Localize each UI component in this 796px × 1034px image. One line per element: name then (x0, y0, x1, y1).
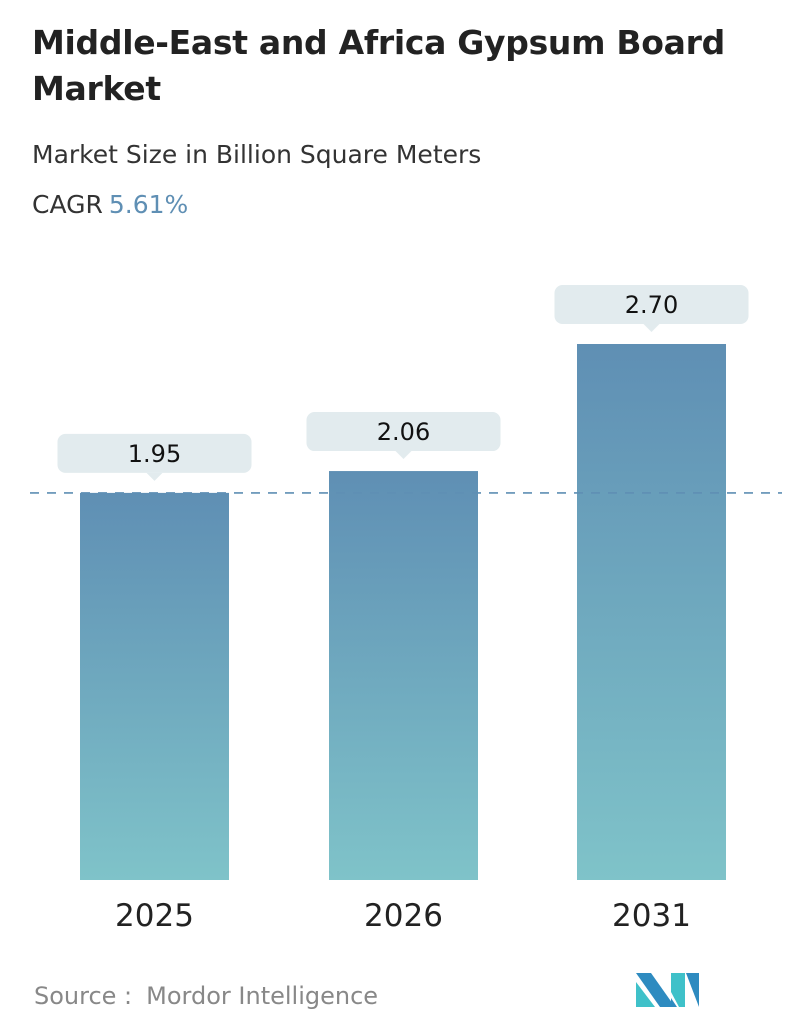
data-label-bubble (306, 412, 501, 452)
x-tick-label: 2025 (115, 898, 194, 934)
cagr-label: CAGR (32, 190, 103, 219)
x-tick-label: 2031 (612, 898, 691, 934)
bar-2031 (577, 344, 726, 880)
data-label-pointer (395, 451, 412, 460)
cagr: CAGR 5.61% (32, 190, 188, 219)
source-name: Mordor Intelligence (146, 982, 379, 1010)
chart-subtitle: Market Size in Billion Square Meters (32, 140, 482, 169)
data-label: 2.70 (625, 291, 678, 319)
mordor-intelligence-logo-icon (636, 973, 699, 1007)
data-label-pointer (643, 324, 660, 332)
data-label-pointer (146, 472, 163, 481)
data-label-bubble (554, 285, 749, 324)
bar-2026 (329, 471, 478, 880)
bar-chart: 1.95 2025 2.06 2026 2.70 2031 (30, 285, 782, 934)
source-label: Source : (34, 982, 133, 1010)
bar-2025 (80, 492, 229, 880)
chart-title: Middle-East and Africa Gypsum Board Mark… (32, 23, 725, 108)
data-label: 2.06 (377, 418, 430, 446)
source: Source : Mordor Intelligence (34, 982, 378, 1010)
cagr-value: 5.61% (108, 190, 189, 219)
x-tick-label: 2026 (364, 898, 443, 934)
data-label: 1.95 (128, 440, 181, 468)
data-label-bubble (57, 433, 252, 473)
